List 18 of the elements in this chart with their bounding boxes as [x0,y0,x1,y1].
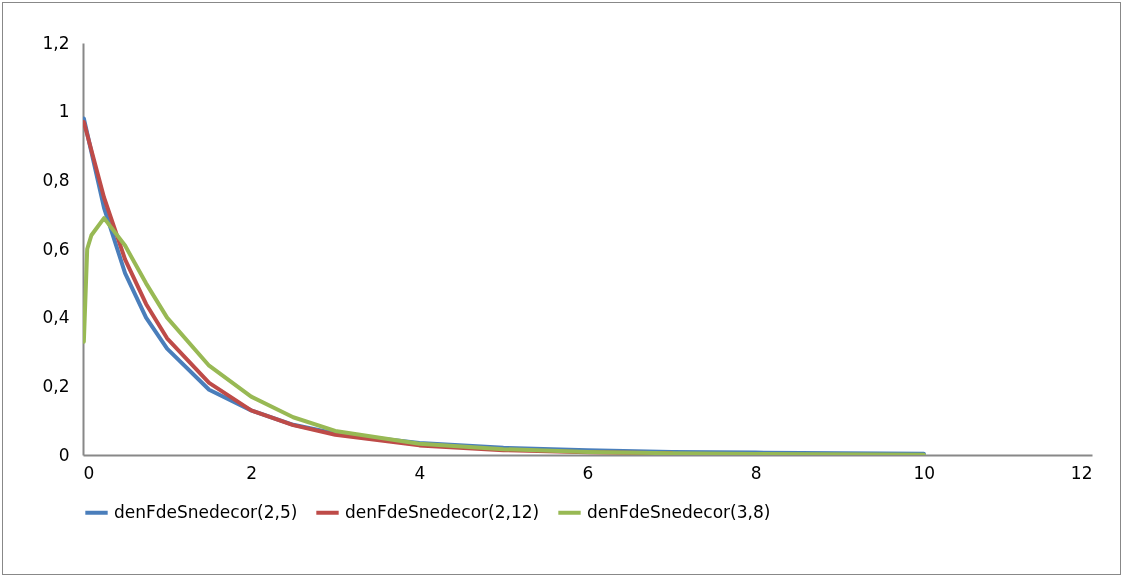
y-tick-label: 0 [58,444,70,465]
y-tick-label: 0,2 [42,375,70,396]
x-tick-label: 0 [83,462,95,483]
y-tick-label: 1,2 [42,32,70,53]
legend-label: denFdeSnedecor(2,12) [345,501,540,522]
legend-label: denFdeSnedecor(3,8) [587,501,771,522]
y-tick-label: 0,8 [42,169,70,190]
line-series [83,216,926,455]
x-tick-label: 10 [913,462,936,483]
y-tick-label: 1 [58,101,70,122]
legend-label: denFdeSnedecor(2,5) [114,501,298,522]
x-tick-label: 12 [1070,462,1093,483]
x-tick-label: 4 [414,462,426,483]
x-tick-label: 6 [582,462,594,483]
x-tick-label: 2 [246,462,258,483]
y-tick-label: 0,4 [42,307,70,328]
x-tick-label: 8 [750,462,762,483]
y-tick-label: 0,6 [42,238,70,259]
